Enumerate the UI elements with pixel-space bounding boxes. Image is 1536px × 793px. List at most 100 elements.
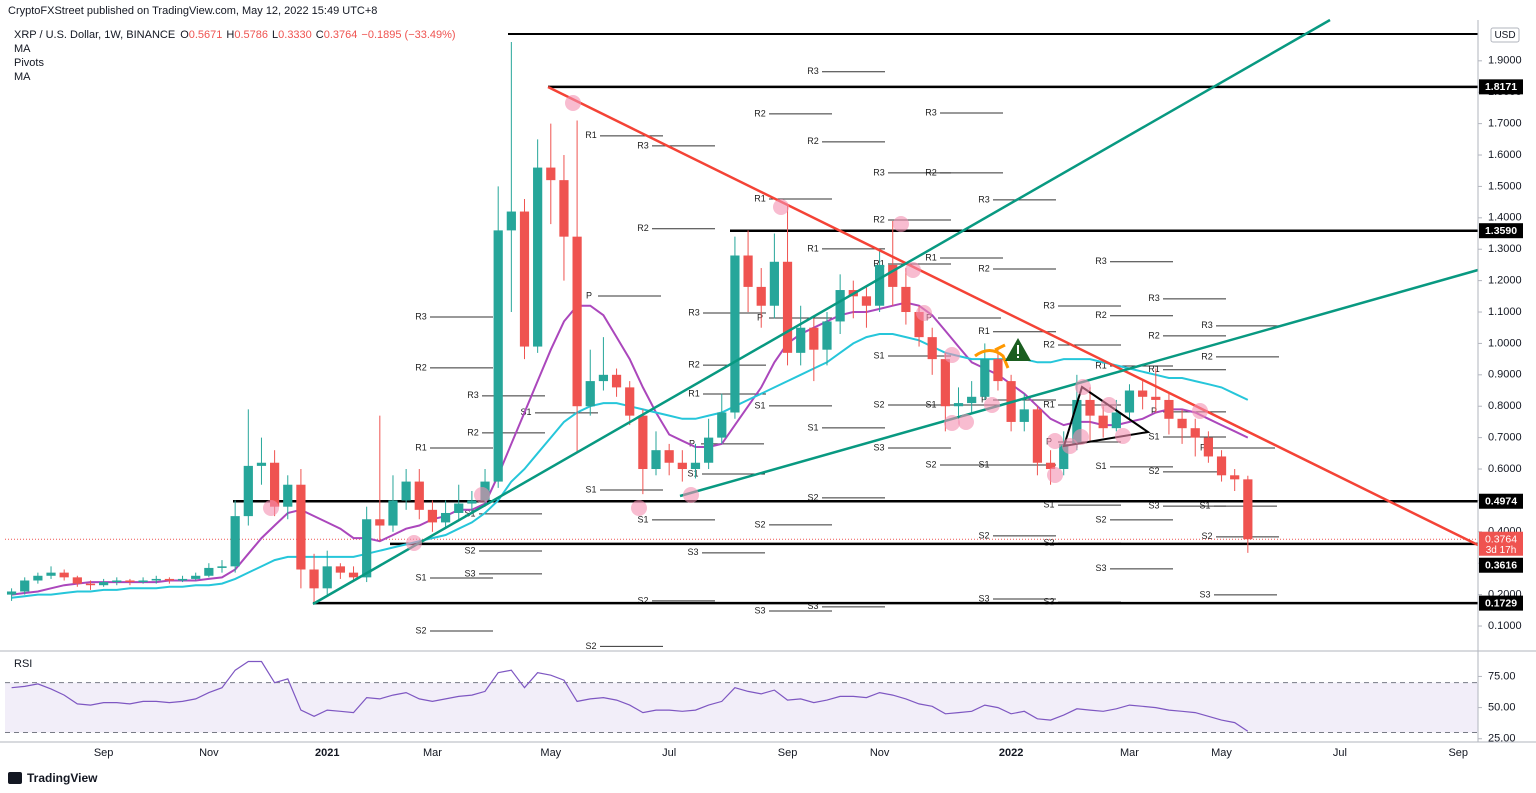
candle-body	[677, 462, 687, 470]
pivot-label: R1	[754, 193, 766, 203]
y-tick-label: 0.1000	[1488, 620, 1522, 632]
marker	[1075, 379, 1091, 395]
marker	[1047, 467, 1063, 483]
pivot-label: R2	[925, 167, 937, 177]
candle-body	[874, 264, 885, 306]
pivot-label: S2	[415, 625, 426, 635]
marker	[474, 487, 490, 503]
x-tick-label: Jul	[1333, 747, 1347, 759]
candle-body	[717, 412, 727, 438]
marker	[565, 95, 581, 111]
y-tick-label: 0.6000	[1488, 463, 1522, 475]
candle-body	[585, 381, 595, 407]
price-box	[1479, 531, 1523, 556]
legend-row: XRP / U.S. Dollar, 1W, BINANCE O0.5671 H0.…	[14, 29, 456, 41]
pivot-label: S2	[585, 641, 596, 651]
pivot-label: R3	[1043, 300, 1055, 310]
candle-body	[1032, 409, 1043, 463]
marker	[944, 347, 960, 363]
candle-body	[1138, 390, 1148, 397]
pivot-label: R3	[1095, 256, 1107, 266]
pivot-label: S1	[978, 459, 989, 469]
candle-body	[756, 286, 766, 306]
pivot-label: S2	[1201, 531, 1212, 541]
pivot-label: R1	[688, 388, 700, 398]
candle-body	[1098, 415, 1108, 429]
pivot-label: R2	[978, 263, 990, 273]
pivot-label: S2	[637, 595, 648, 605]
pivot-label: R1	[585, 130, 597, 140]
candle-body	[625, 387, 635, 416]
drawings	[263, 18, 1479, 606]
candle-layer	[6, 41, 1253, 732]
candle-body	[440, 512, 451, 523]
candle-body	[927, 337, 937, 360]
pivot-label: S3	[1199, 589, 1210, 599]
brand: TradingView	[27, 771, 98, 785]
pivot-label: S2	[1148, 466, 1159, 476]
candle-body	[546, 167, 556, 181]
pivot-label: P	[757, 312, 763, 322]
marker	[1062, 438, 1078, 454]
candle-body	[204, 567, 214, 576]
candle-body	[1045, 462, 1056, 470]
pivot-label: R1	[807, 243, 819, 253]
candle-body	[1203, 437, 1213, 457]
y-tick-label: 75.00	[1488, 670, 1516, 682]
y-tick-label: 50.00	[1488, 702, 1516, 714]
pivot-label: R3	[807, 66, 819, 76]
candle-body	[217, 566, 227, 568]
y-tick-label: 1.9000	[1488, 55, 1522, 67]
candle-body	[151, 578, 161, 581]
pivot-label: R3	[637, 140, 649, 150]
pivot-label: R3	[873, 167, 885, 177]
pivot-label: S3	[754, 605, 765, 615]
level-box	[1479, 223, 1523, 239]
currency-box	[1490, 27, 1520, 43]
pivot-label: S3	[978, 593, 989, 603]
candle-body	[112, 580, 122, 583]
candle-body	[322, 566, 332, 589]
candle-body	[519, 211, 530, 347]
pivot-label: R1	[925, 252, 937, 262]
y-tick-label: 1.3000	[1488, 243, 1522, 255]
pivot-label: P	[689, 438, 695, 448]
candle-body	[664, 450, 674, 463]
pivot-label: S3	[464, 568, 475, 578]
x-tick-label: May	[1211, 747, 1232, 759]
pivot-label: R1	[1148, 364, 1160, 374]
y-tick-label: 0.7000	[1488, 432, 1522, 444]
pivot-label: R2	[754, 108, 766, 118]
ohlc-key: C	[316, 29, 324, 41]
y-tick-label: 1.0000	[1488, 337, 1522, 349]
marker	[1115, 428, 1131, 444]
price-label: 0.3764	[1485, 534, 1517, 546]
front-layer: Sep Nov 2021 Mar May Jul Sep Nov 2022 Mar May Jul Se…	[94, 55, 1523, 759]
pivot-label: S2	[978, 530, 989, 540]
candle-body	[953, 403, 964, 407]
candle-body	[164, 578, 175, 581]
candle-body	[690, 462, 701, 470]
candle-body	[138, 580, 148, 583]
y-tick-label: 1.1000	[1488, 306, 1522, 318]
level-label: 0.3616	[1485, 560, 1517, 572]
x-tick-label: May	[540, 747, 561, 759]
candle-body	[401, 481, 411, 501]
candle-body	[1243, 479, 1253, 540]
candle-body	[375, 519, 385, 526]
pivot-label: S1	[807, 422, 818, 432]
pivot-label: S1	[1095, 461, 1106, 471]
x-tick-label: 2022	[999, 747, 1023, 759]
candle-body	[1059, 443, 1069, 470]
marker	[916, 305, 932, 321]
candle-body	[1190, 428, 1200, 438]
warning-mark	[1017, 345, 1019, 354]
marker	[631, 500, 647, 516]
rsi-title: RSI	[14, 658, 32, 670]
candle-body	[572, 236, 582, 407]
level-box	[1479, 557, 1523, 573]
pivot-label: R1	[1043, 399, 1055, 409]
